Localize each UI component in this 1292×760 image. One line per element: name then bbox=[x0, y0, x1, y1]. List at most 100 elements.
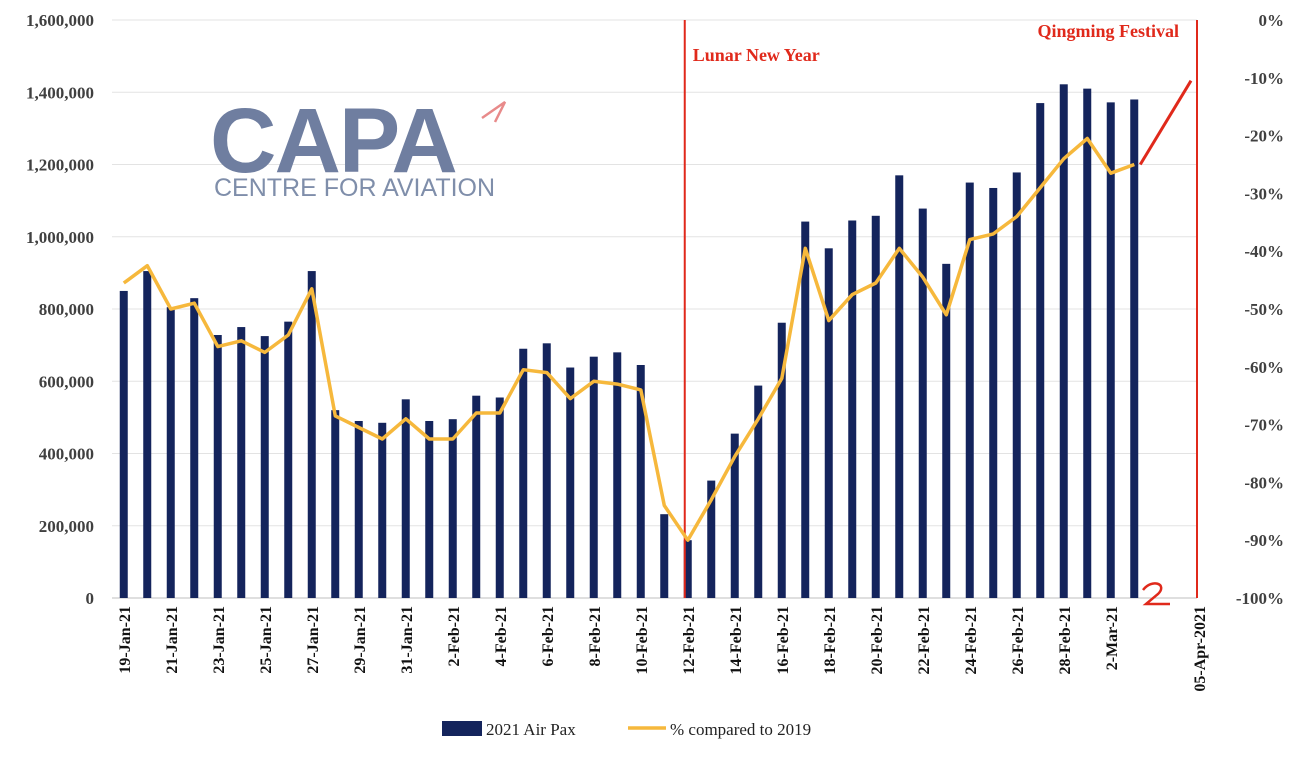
x-tick-label: 20-Feb-21 bbox=[869, 606, 886, 674]
bar bbox=[895, 175, 904, 598]
bar bbox=[777, 322, 786, 598]
y-right-tick-label: -80% bbox=[1244, 473, 1284, 492]
y-right-tick-label: -100% bbox=[1236, 589, 1284, 608]
x-tick-label: 31-Jan-21 bbox=[399, 606, 416, 674]
logo-sub-text: CENTRE FOR AVIATION bbox=[214, 174, 495, 202]
x-tick-label: 22-Feb-21 bbox=[916, 606, 933, 674]
bar-series-air-pax bbox=[119, 84, 1139, 599]
x-tick-label: 14-Feb-21 bbox=[728, 606, 745, 674]
bar bbox=[1036, 103, 1045, 599]
logo-swoosh-icon bbox=[481, 100, 507, 123]
bar bbox=[1130, 99, 1139, 598]
bar bbox=[495, 397, 504, 598]
y-right-tick-label: -30% bbox=[1244, 184, 1284, 203]
bar bbox=[190, 298, 199, 598]
bar bbox=[871, 215, 880, 599]
bar bbox=[589, 356, 598, 598]
bar bbox=[237, 327, 246, 598]
bar bbox=[284, 321, 293, 598]
bar bbox=[472, 395, 481, 598]
axis-break-mark bbox=[1142, 582, 1170, 606]
bar bbox=[683, 540, 692, 598]
y-left-tick-label: 800,000 bbox=[39, 300, 94, 319]
x-tick-label: 26-Feb-21 bbox=[1010, 606, 1027, 674]
y-right-tick-label: -60% bbox=[1244, 358, 1284, 377]
line-series-percent bbox=[122, 79, 1193, 542]
bar bbox=[143, 271, 152, 598]
bar bbox=[354, 420, 363, 598]
bar bbox=[1012, 172, 1021, 598]
y-left-tick-label: 200,000 bbox=[39, 517, 94, 536]
y-right-tick-label: -20% bbox=[1244, 127, 1284, 146]
bar bbox=[331, 410, 340, 598]
bar bbox=[307, 271, 316, 598]
x-tick-label: 10-Feb-21 bbox=[634, 606, 651, 674]
y-left-tick-label: 400,000 bbox=[39, 445, 94, 464]
x-tick-label: 23-Jan-21 bbox=[211, 606, 228, 674]
y-right-tick-label: 0% bbox=[1259, 11, 1285, 30]
bar bbox=[942, 263, 951, 598]
y-left-tick-label: 1,000,000 bbox=[26, 228, 94, 247]
bar bbox=[1059, 84, 1068, 599]
x-tick-label: 21-Jan-21 bbox=[164, 606, 181, 674]
y-axis-right-labels: -100% -90% -80% -70% -60% -50% -40% -30% -20% -10… bbox=[1236, 11, 1284, 608]
x-tick-label: 2-Mar-21 bbox=[1104, 606, 1121, 670]
bar bbox=[519, 348, 528, 598]
legend: 2021 Air Pax % compared to 2019 bbox=[442, 720, 811, 739]
bar bbox=[613, 352, 622, 598]
x-tick-label: 8-Feb-21 bbox=[587, 606, 604, 666]
bar bbox=[801, 221, 810, 598]
qingming-label: Qingming Festival bbox=[1037, 21, 1179, 41]
x-tick-label: 4-Feb-21 bbox=[493, 606, 510, 666]
bar bbox=[660, 514, 669, 598]
x-tick-label: 25-Jan-21 bbox=[258, 606, 275, 674]
bar bbox=[1106, 102, 1115, 599]
percent-line bbox=[122, 136, 1135, 542]
x-tick-label: 27-Jan-21 bbox=[305, 606, 322, 674]
bar bbox=[425, 420, 434, 598]
y-right-tick-label: -50% bbox=[1244, 300, 1284, 319]
bar bbox=[730, 433, 739, 598]
y-right-tick-label: -70% bbox=[1244, 416, 1284, 435]
annotations: Lunar New Year Qingming Festival bbox=[683, 20, 1198, 606]
bar bbox=[989, 187, 998, 598]
y-left-tick-label: 1,400,000 bbox=[26, 83, 94, 102]
bar bbox=[918, 208, 927, 598]
bar bbox=[119, 290, 128, 598]
y-axis-left-labels: 0 200,000 400,000 600,000 800,000 1,000,000 1,… bbox=[26, 11, 94, 608]
y-left-tick-label: 0 bbox=[86, 589, 95, 608]
y-left-tick-label: 1,600,000 bbox=[26, 11, 94, 30]
x-tick-label: 18-Feb-21 bbox=[822, 606, 839, 674]
bar bbox=[166, 307, 175, 598]
capa-logo: CAPA CENTRE FOR AVIATION bbox=[210, 90, 507, 202]
x-tick-label: 24-Feb-21 bbox=[963, 606, 980, 674]
bar bbox=[707, 480, 716, 598]
bar bbox=[1083, 88, 1092, 598]
x-tick-label: 16-Feb-21 bbox=[775, 606, 792, 674]
bar bbox=[542, 343, 551, 598]
bar bbox=[965, 182, 974, 598]
logo-main-text: CAPA bbox=[210, 90, 456, 192]
legend-swatch-air-pax bbox=[442, 721, 482, 736]
bar bbox=[848, 220, 857, 598]
bar bbox=[636, 364, 645, 598]
x-tick-label: 29-Jan-21 bbox=[352, 606, 369, 674]
y-left-tick-label: 1,200,000 bbox=[26, 156, 94, 175]
x-axis-labels: 19-Jan-21 21-Jan-21 23-Jan-21 25-Jan-21 27-J… bbox=[117, 606, 1209, 692]
y-right-tick-label: -90% bbox=[1244, 531, 1284, 550]
x-tick-label: 2-Feb-21 bbox=[446, 606, 463, 666]
x-tick-label: 12-Feb-21 bbox=[681, 606, 698, 674]
lunar-new-year-label: Lunar New Year bbox=[693, 45, 820, 65]
bar bbox=[213, 335, 222, 598]
legend-label-air-pax: 2021 Air Pax bbox=[486, 720, 576, 739]
bar bbox=[824, 248, 833, 598]
bar bbox=[754, 385, 763, 598]
bar bbox=[378, 422, 387, 598]
y-left-tick-label: 600,000 bbox=[39, 372, 94, 391]
bar bbox=[401, 399, 410, 598]
gridlines bbox=[112, 19, 1197, 599]
legend-label-percent: % compared to 2019 bbox=[670, 720, 811, 739]
x-tick-label: 6-Feb-21 bbox=[540, 606, 557, 666]
bar bbox=[448, 419, 457, 598]
